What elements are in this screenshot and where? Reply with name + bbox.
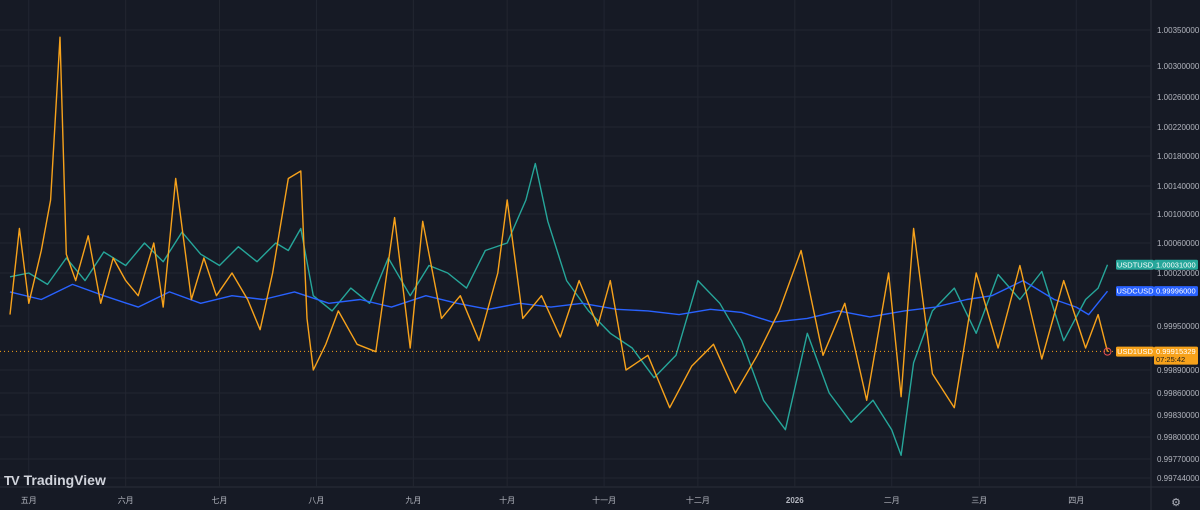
y-tick-label: 1.00140000 [1157, 182, 1200, 191]
series-badge-usdcusd[interactable]: USDCUSD 0.99996000 [1116, 286, 1198, 297]
x-tick-label: 九月 [405, 496, 421, 505]
price-axis[interactable]: 1.00350000 1.00300000 1.00260000 1.00220000… [1157, 26, 1200, 483]
y-tick-label: 0.99860000 [1157, 389, 1200, 398]
y-tick-label: 1.00020000 [1157, 269, 1200, 278]
last-price-marker [1103, 347, 1112, 356]
x-tick-label: 四月 [1068, 496, 1084, 505]
x-tick-label: 十一月 [592, 495, 616, 505]
y-tick-label: 0.99744000 [1157, 474, 1200, 483]
y-tick-label: 0.99800000 [1157, 433, 1200, 442]
series-value-label: 0.99915329 [1156, 347, 1196, 356]
x-tick-label: 二月 [884, 496, 900, 505]
x-tick-label: 八月 [308, 496, 324, 505]
series-name-tag [1116, 346, 1154, 357]
y-tick-label: 1.00300000 [1157, 62, 1200, 71]
gear-icon[interactable]: ⚙ [1171, 497, 1181, 509]
y-tick-label: 1.00350000 [1157, 26, 1200, 35]
series-name-tag [1116, 259, 1154, 270]
x-tick-label: 五月 [21, 496, 37, 505]
y-tick-label: 1.00220000 [1157, 123, 1200, 132]
y-tick-label: 1.00100000 [1157, 210, 1200, 219]
series-value-tag [1154, 286, 1198, 297]
series-name-label: USDCUSD [1116, 287, 1154, 296]
series-line-usdtusd[interactable] [9, 162, 1109, 456]
series-line-usdcusd[interactable] [9, 279, 1109, 323]
series-name-label: USDTUSD [1117, 260, 1154, 269]
series-value-tag [1154, 259, 1198, 270]
x-tick-label: 三月 [971, 496, 987, 505]
y-tick-label: 0.99770000 [1157, 455, 1200, 464]
series-value-tag [1154, 346, 1198, 365]
x-tick-label: 六月 [118, 495, 134, 505]
time-axis[interactable]: 五月 六月 七月 八月 九月 十月 十一月 十二月 2026 二月 三月 四月 [21, 495, 1084, 505]
series-badge-usdtusd[interactable]: USDTUSD 1.00031000 [1116, 259, 1198, 270]
y-tick-label: 0.99890000 [1157, 366, 1200, 375]
tradingview-logo[interactable]: TV TradingView [4, 472, 106, 488]
y-tick-label: 0.99950000 [1157, 322, 1200, 331]
series-name-tag [1116, 286, 1154, 297]
countdown-label: 07:25:42 [1156, 355, 1185, 364]
tradingview-mark-icon: TV [4, 472, 20, 488]
x-tick-label: 十月 [499, 495, 515, 505]
series-name-label: USD1USD [1117, 347, 1153, 356]
brand-name: TradingView [23, 472, 106, 488]
x-tick-label: 七月 [211, 496, 227, 505]
y-tick-label: 1.00180000 [1157, 152, 1200, 161]
y-tick-label: 0.99830000 [1157, 411, 1200, 420]
series-line-usd1usd[interactable] [9, 36, 1109, 409]
series-value-label: 1.00031000 [1156, 260, 1196, 269]
series-value-label: 0.99996000 [1156, 287, 1196, 296]
x-tick-label: 十二月 [686, 495, 710, 505]
x-tick-label: 2026 [786, 496, 804, 505]
y-tick-label: 1.00060000 [1157, 239, 1200, 248]
y-tick-label: 1.00260000 [1157, 93, 1200, 102]
